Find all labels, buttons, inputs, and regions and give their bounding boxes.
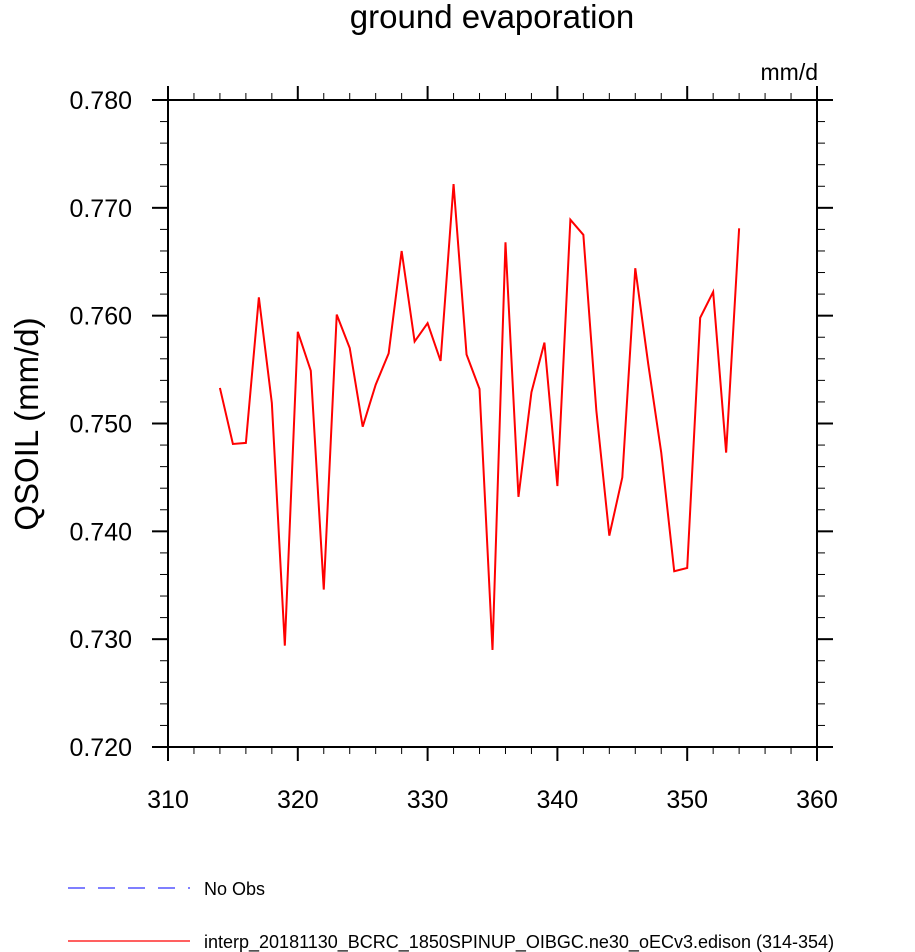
x-tick-label: 340 bbox=[537, 786, 579, 814]
x-tick-label: 350 bbox=[666, 786, 708, 814]
y-tick-label: 0.730 bbox=[69, 626, 132, 654]
legend: No Obs interp_20181130_BCRC_1850SPINUP_OI… bbox=[68, 879, 834, 952]
x-tick-label: 360 bbox=[796, 786, 838, 814]
y-tick-label: 0.750 bbox=[69, 411, 132, 439]
y-tick-label: 0.720 bbox=[69, 734, 132, 762]
x-tick-label: 320 bbox=[277, 786, 319, 814]
y-tick-label: 0.780 bbox=[69, 87, 132, 115]
chart-title: ground evaporation bbox=[350, 0, 634, 35]
x-tick-label: 310 bbox=[147, 786, 189, 814]
x-tick-label: 330 bbox=[407, 786, 449, 814]
y-tick-label: 0.740 bbox=[69, 518, 132, 546]
y-tick-label: 0.760 bbox=[69, 303, 132, 331]
plot-frame bbox=[167, 99, 818, 748]
legend-label: interp_20181130_BCRC_1850SPINUP_OIBGC.ne… bbox=[204, 932, 834, 952]
y-tick-label: 0.770 bbox=[69, 195, 132, 223]
axis-ticks bbox=[152, 86, 833, 761]
units-label: mm/d bbox=[761, 59, 819, 85]
series-line bbox=[218, 184, 741, 650]
plot-series bbox=[218, 184, 741, 650]
x-tick-labels: 310 320 330 340 350 360 bbox=[147, 786, 838, 814]
y-tick-labels: 0.720 0.730 0.740 0.750 0.760 0.770 0.780 bbox=[69, 87, 132, 762]
y-axis-label: QSOIL (mm/d) bbox=[8, 317, 45, 530]
legend-label: No Obs bbox=[204, 879, 265, 899]
